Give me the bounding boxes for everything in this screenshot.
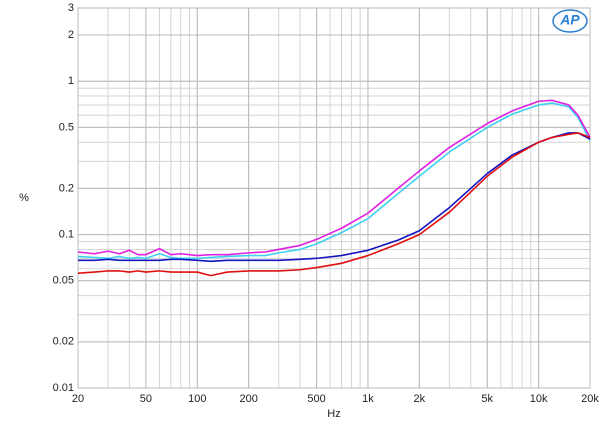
x-tick-label: 2k [414,393,426,405]
x-tick-label: 20 [72,393,84,405]
x-tick-label: 500 [307,393,325,405]
y-axis-label: % [19,192,29,204]
y-tick-label: 3 [68,2,74,14]
y-tick-label: 1 [68,75,74,87]
plot-frame [77,7,591,389]
y-tick-label: 0.05 [53,275,74,287]
x-tick-label: 20k [581,393,599,405]
x-tick-label: 50 [140,393,152,405]
x-tick-label: 5k [481,393,493,405]
x-tick-label: 100 [188,393,206,405]
y-tick-label: 0.01 [53,382,74,394]
x-tick-label: 200 [239,393,257,405]
logo: AP [552,9,588,33]
y-tick-label: 0.02 [53,336,74,348]
x-tick-label: 10k [530,393,548,405]
logo-text: AP [559,12,580,28]
y-tick-label: 0.1 [59,229,74,241]
x-tick-label: 1k [362,393,374,405]
y-tick-label: 0.2 [59,182,74,194]
x-axis-label: Hz [327,408,340,420]
series-line [77,102,591,260]
series-line [77,99,591,257]
y-tick-label: 0.5 [59,121,74,133]
y-tick-label: 2 [68,29,74,41]
logo-ring [552,9,588,33]
series-line [77,132,591,277]
series-line [78,132,591,263]
